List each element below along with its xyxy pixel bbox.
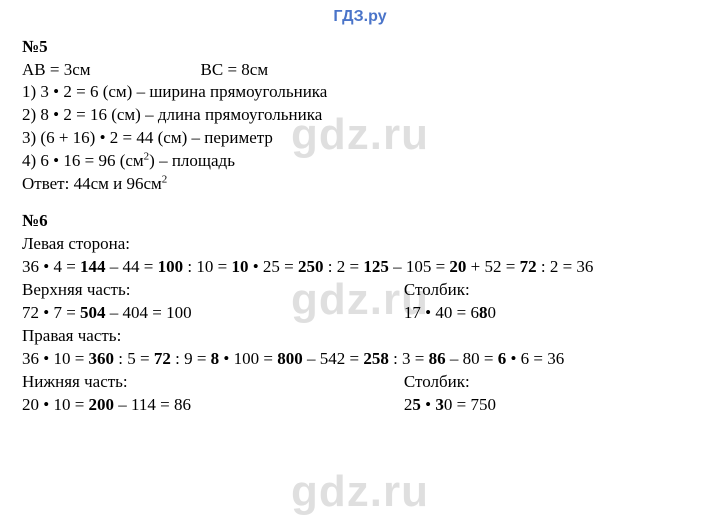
- right-side-line: 36 • 10 = 360 : 5 = 72 : 9 = 8 • 100 = 8…: [22, 348, 704, 371]
- answer-5-text: Ответ: 44см и 96см: [22, 174, 162, 193]
- bold-value: 800: [277, 349, 303, 368]
- row-top-col1: Верхняя часть: 72 • 7 = 504 – 404 = 100 …: [22, 279, 704, 325]
- bold-value: 125: [363, 257, 389, 276]
- left-side-label: Левая сторона:: [22, 233, 704, 256]
- top-part-line: 72 • 7 = 504 – 404 = 100: [22, 302, 404, 325]
- bold-value: 72: [154, 349, 171, 368]
- bold-value: 360: [89, 349, 115, 368]
- step-2: 2) 8 • 2 = 16 (см) – длина прямоугольник…: [22, 104, 704, 127]
- given-ab: AB = 3см: [22, 60, 91, 79]
- bold-value: 250: [298, 257, 324, 276]
- top-part-label: Верхняя часть:: [22, 279, 404, 302]
- bold-value: 504: [80, 303, 106, 322]
- bold-value: 8: [479, 303, 488, 322]
- bold-value: 144: [80, 257, 106, 276]
- bold-value: 258: [363, 349, 389, 368]
- step-4: 4) 6 • 16 = 96 (см2) – площадь: [22, 150, 704, 173]
- bold-value: 200: [89, 395, 115, 414]
- bold-value: 8: [211, 349, 220, 368]
- bottom-part-label: Нижняя часть:: [22, 371, 404, 394]
- column-2-line: 25 • 30 = 750: [404, 394, 704, 417]
- right-side-label: Правая часть:: [22, 325, 704, 348]
- step-4-b: ) – площадь: [149, 151, 235, 170]
- bold-value: 72: [520, 257, 537, 276]
- bold-value: 100: [158, 257, 184, 276]
- row-bottom-col2: Нижняя часть: 20 • 10 = 200 – 114 = 86 С…: [22, 371, 704, 417]
- bottom-part-line: 20 • 10 = 200 – 114 = 86: [22, 394, 404, 417]
- given-values: AB = 3см BC = 8см: [22, 59, 704, 82]
- sup-2: 2: [162, 174, 168, 186]
- bold-value: 5: [412, 395, 421, 414]
- given-bc: BC = 8см: [201, 60, 269, 79]
- step-3: 3) (6 + 16) • 2 = 44 (см) – периметр: [22, 127, 704, 150]
- bold-value: 10: [231, 257, 248, 276]
- watermark: gdz.ru: [291, 462, 429, 521]
- column-1-label: Столбик:: [404, 279, 704, 302]
- content-area: №5 AB = 3см BC = 8см 1) 3 • 2 = 6 (см) – …: [0, 36, 720, 417]
- bold-value: 86: [429, 349, 446, 368]
- column-1-line: 17 • 40 = 680: [404, 302, 704, 325]
- left-side-line: 36 • 4 = 144 – 44 = 100 : 10 = 10 • 25 =…: [22, 256, 704, 279]
- step-1: 1) 3 • 2 = 6 (см) – ширина прямоугольник…: [22, 81, 704, 104]
- bold-value: 20: [449, 257, 466, 276]
- site-header: ГДЗ.ру: [0, 0, 720, 30]
- bold-value: 6: [498, 349, 507, 368]
- section-6-title: №6: [22, 210, 704, 233]
- section-5-title: №5: [22, 36, 704, 59]
- answer-5: Ответ: 44см и 96см2: [22, 173, 704, 196]
- column-2-label: Столбик:: [404, 371, 704, 394]
- bold-value: 3: [435, 395, 444, 414]
- step-4-a: 4) 6 • 16 = 96 (см: [22, 151, 144, 170]
